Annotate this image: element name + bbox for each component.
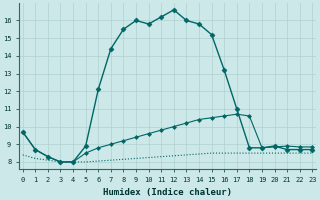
- X-axis label: Humidex (Indice chaleur): Humidex (Indice chaleur): [103, 188, 232, 197]
